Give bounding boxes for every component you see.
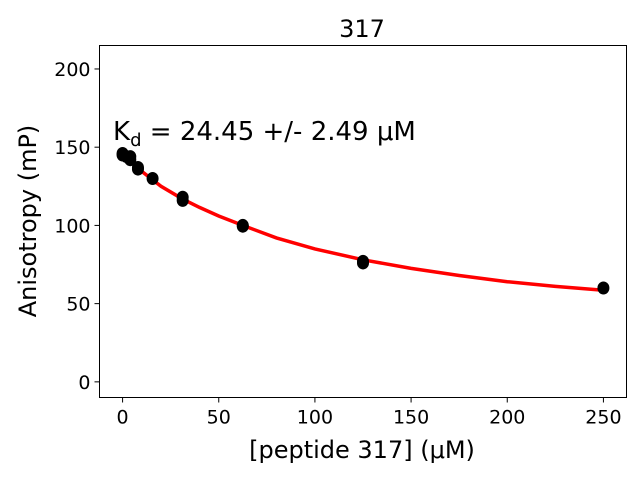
data-point [357, 256, 369, 270]
chart-title: 317 [339, 15, 385, 43]
data-point [597, 281, 610, 295]
kd-annotation: Kd = 24.45 +/- 2.49 μM [113, 117, 416, 151]
data-point [124, 153, 137, 167]
x-axis-label: [peptide 317] (μM) [249, 436, 475, 464]
y-tick-label: 50 [66, 294, 90, 316]
y-tick-label: 0 [78, 372, 90, 394]
data-point [176, 193, 189, 207]
plot-frame [99, 45, 627, 398]
y-tick-label: 200 [54, 59, 90, 81]
data-point [131, 162, 144, 176]
fit-curve [121, 152, 604, 293]
data-point [146, 171, 159, 185]
x-tick-label: 250 [585, 407, 621, 429]
x-tick-label: 150 [393, 407, 429, 429]
y-tick-label: 100 [54, 215, 90, 237]
y-axis-label: Anisotropy (mP) [14, 125, 42, 318]
x-tick-label: 100 [297, 407, 333, 429]
data-point [236, 219, 249, 233]
x-tick-label: 200 [489, 407, 525, 429]
x-tick-label: 50 [207, 407, 231, 429]
y-tick-label: 150 [54, 137, 90, 159]
x-tick-label: 0 [117, 407, 129, 429]
